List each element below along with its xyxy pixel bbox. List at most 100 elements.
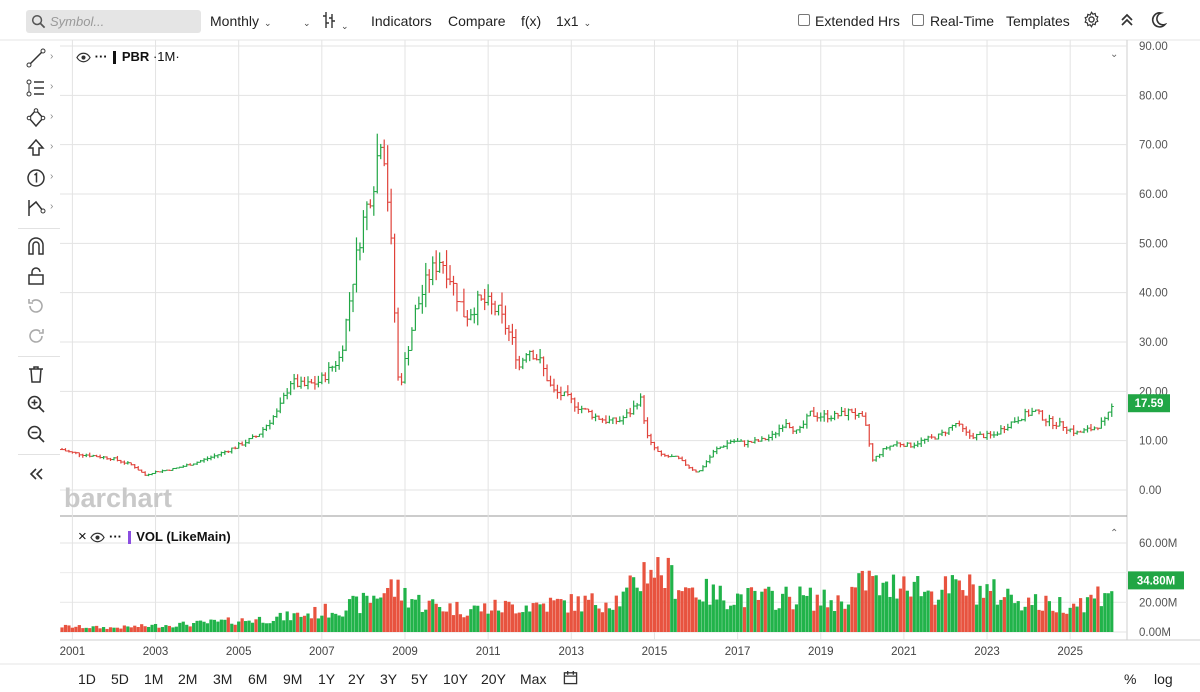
range-button-2y[interactable]: 2Y bbox=[348, 671, 366, 687]
range-button-20y[interactable]: 20Y bbox=[481, 671, 506, 687]
price-bar bbox=[985, 430, 990, 440]
volume-bar bbox=[77, 625, 81, 632]
volume-bar bbox=[763, 588, 767, 632]
price-bar bbox=[690, 466, 695, 471]
price-bar bbox=[468, 308, 473, 321]
legend-menu-dots[interactable]: ··· bbox=[94, 49, 108, 64]
volume-bar bbox=[867, 570, 871, 632]
undo-button[interactable] bbox=[26, 296, 52, 318]
range-button-3m[interactable]: 3M bbox=[213, 671, 233, 687]
delete-drawings-button[interactable] bbox=[26, 364, 52, 386]
eye-icon[interactable] bbox=[90, 532, 106, 543]
range-button-max[interactable]: Max bbox=[520, 671, 547, 687]
price-bar bbox=[1012, 417, 1017, 423]
indicators-button[interactable]: Indicators bbox=[371, 13, 432, 29]
volume-bar bbox=[659, 575, 663, 632]
redo-button[interactable] bbox=[26, 326, 52, 348]
range-button-5y[interactable]: 5Y bbox=[411, 671, 429, 687]
price-bar bbox=[163, 469, 168, 472]
range-button-6m[interactable]: 6M bbox=[248, 671, 268, 687]
price-bar bbox=[891, 444, 896, 447]
eye-icon[interactable] bbox=[76, 52, 91, 63]
shapes-tool[interactable]: › bbox=[26, 108, 53, 130]
range-button-1y[interactable]: 1Y bbox=[318, 671, 336, 687]
main-pane-menu[interactable]: ⌄ bbox=[1110, 49, 1118, 60]
symbol-search[interactable]: Symbol... bbox=[26, 10, 201, 33]
price-bar bbox=[901, 443, 906, 447]
price-bar bbox=[877, 453, 882, 459]
log-scale-button[interactable]: log bbox=[1154, 671, 1173, 687]
range-button-9m[interactable]: 9M bbox=[283, 671, 303, 687]
fx-button[interactable]: f(x) bbox=[521, 13, 542, 29]
layout-select[interactable]: 1x1 ⌄ bbox=[556, 13, 591, 29]
date-picker-button[interactable] bbox=[563, 670, 578, 688]
price-bar bbox=[441, 261, 446, 274]
price-bar bbox=[434, 250, 439, 281]
price-bar bbox=[953, 422, 958, 428]
range-button-5d[interactable]: 5D bbox=[111, 671, 129, 687]
period-select[interactable]: Monthly ⌄ bbox=[210, 13, 272, 29]
price-bar bbox=[721, 445, 726, 448]
magnet-tool[interactable] bbox=[26, 236, 52, 258]
arrow-tool[interactable]: › bbox=[26, 138, 53, 160]
price-bar bbox=[267, 419, 272, 430]
fibonacci-tool[interactable]: › bbox=[26, 78, 53, 100]
zoom-in-button[interactable] bbox=[26, 394, 52, 416]
chart-type-dropdown[interactable]: ⌄ bbox=[298, 13, 311, 29]
range-button-10y[interactable]: 10Y bbox=[443, 671, 468, 687]
volume-bar bbox=[521, 612, 525, 632]
chevron-up-icon: ⌃ bbox=[1110, 528, 1119, 539]
lock-tool[interactable] bbox=[26, 266, 52, 288]
time-tick-label: 2001 bbox=[60, 646, 86, 658]
range-button-3y[interactable]: 3Y bbox=[380, 671, 398, 687]
settings-button[interactable] bbox=[1083, 11, 1100, 31]
volume-bar bbox=[500, 612, 504, 632]
extended-hrs-checkbox[interactable] bbox=[798, 14, 810, 26]
percent-scale-button[interactable]: % bbox=[1124, 671, 1137, 687]
price-bar bbox=[285, 388, 290, 400]
trendline-tool[interactable]: › bbox=[26, 48, 53, 70]
range-button-1d[interactable]: 1D bbox=[78, 671, 96, 687]
price-bar bbox=[1068, 428, 1073, 433]
volume-bar bbox=[628, 575, 632, 632]
price-bar bbox=[558, 386, 563, 401]
price-bar bbox=[957, 420, 962, 427]
price-bar bbox=[326, 362, 331, 384]
price-bar bbox=[718, 446, 723, 450]
price-bar bbox=[226, 450, 231, 453]
volume-bar bbox=[801, 595, 806, 632]
collapse-button[interactable] bbox=[1119, 11, 1135, 32]
close-study-button[interactable]: × bbox=[78, 528, 87, 545]
collapse-toolbar-button[interactable] bbox=[26, 464, 52, 486]
price-bar bbox=[853, 408, 858, 420]
price-bar bbox=[454, 282, 459, 312]
legend-menu-dots[interactable]: ··· bbox=[109, 529, 123, 544]
price-bar bbox=[669, 454, 674, 458]
chart-type-button[interactable]: ⌄ bbox=[322, 11, 349, 32]
volume-bar bbox=[805, 595, 809, 632]
volume-bar bbox=[309, 618, 314, 632]
search-icon bbox=[31, 14, 46, 29]
volume-bar bbox=[250, 622, 255, 632]
volume-bar bbox=[891, 574, 896, 632]
volume-bar bbox=[677, 590, 681, 632]
chevron-down-icon: ⌄ bbox=[341, 21, 349, 31]
price-bar bbox=[312, 375, 317, 390]
volume-bar bbox=[368, 602, 372, 632]
volume-bar bbox=[237, 621, 241, 632]
volume-bar bbox=[427, 600, 431, 632]
volume-bar bbox=[240, 618, 244, 632]
price-bar bbox=[950, 424, 955, 431]
volume-pane-menu[interactable]: ⌃ bbox=[1110, 528, 1118, 539]
zoom-out-button[interactable] bbox=[26, 424, 52, 446]
annotation-tool[interactable]: › bbox=[26, 168, 53, 190]
measure-tool[interactable]: › bbox=[26, 198, 53, 220]
real-time-checkbox[interactable] bbox=[912, 14, 924, 26]
volume-bar bbox=[434, 603, 438, 632]
dark-mode-button[interactable] bbox=[1149, 11, 1168, 32]
volume-bar bbox=[936, 599, 941, 632]
templates-button[interactable]: Templates bbox=[1006, 13, 1070, 29]
range-button-1m[interactable]: 1M bbox=[144, 671, 164, 687]
compare-button[interactable]: Compare bbox=[448, 13, 506, 29]
range-button-2m[interactable]: 2M bbox=[178, 671, 198, 687]
